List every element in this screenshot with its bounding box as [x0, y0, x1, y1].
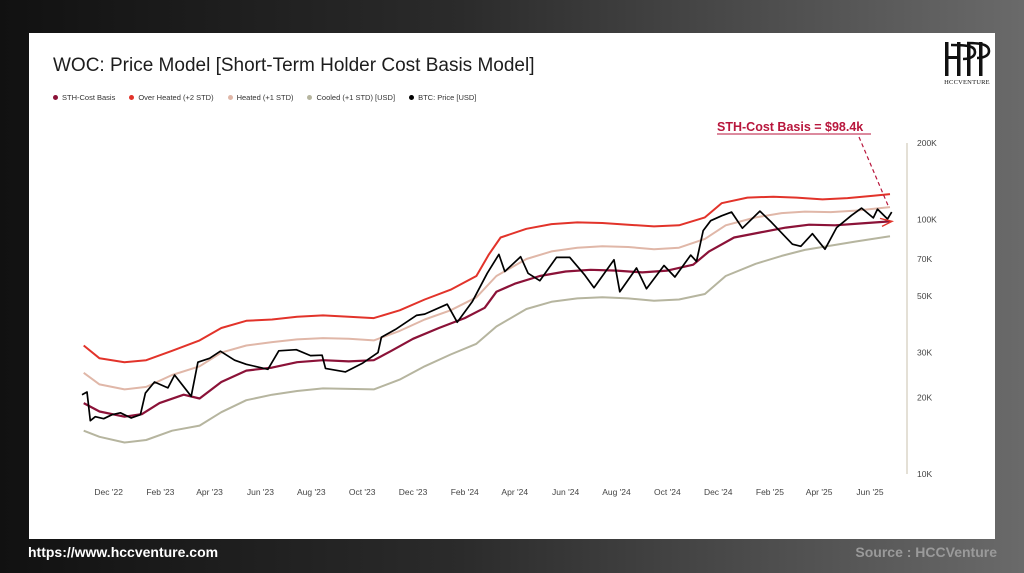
x-tick-label: Aug '24	[602, 487, 631, 497]
x-tick-label: Feb '23	[146, 487, 174, 497]
x-tick-label: Dec '23	[399, 487, 428, 497]
x-tick-label: Feb '25	[756, 487, 784, 497]
x-tick-label: Jun '24	[552, 487, 579, 497]
annotation-leader	[858, 136, 889, 206]
y-tick-label: 30K	[917, 348, 932, 358]
x-tick-label: Dec '22	[94, 487, 123, 497]
legend-label: BTC: Price [USD]	[418, 93, 477, 102]
logo-monogram-icon	[945, 41, 991, 76]
x-tick-label: Jun '23	[247, 487, 274, 497]
legend-dot-icon	[307, 95, 313, 100]
x-tick-label: Apr '24	[501, 487, 528, 497]
legend-item[interactable]: STH-Cost Basis	[53, 93, 115, 102]
legend-item[interactable]: Cooled (+1 STD) [USD]	[307, 93, 395, 102]
chart-legend: STH-Cost Basis Over Heated (+2 STD) Heated…	[53, 93, 476, 102]
chart-plot: 10K 20K 30K 50K 70K 100K 200K Dec '22 Feb '23 Apr…	[81, 120, 937, 497]
x-tick-label: Apr '23	[196, 487, 223, 497]
x-tick-label: Jun '25	[856, 487, 883, 497]
y-tick-label: 100K	[917, 215, 937, 225]
series-line-3	[83, 235, 891, 444]
logo-text: HCCVENTURE	[944, 79, 990, 86]
legend-label: Heated (+1 STD)	[236, 93, 294, 102]
y-tick-label: 50K	[917, 291, 932, 301]
series-line-2	[83, 206, 891, 391]
x-tick-label: Oct '23	[349, 487, 376, 497]
y-tick-label: 10K	[917, 469, 932, 479]
x-tick-label: Dec '24	[704, 487, 733, 497]
series-line-1	[83, 193, 891, 364]
x-tick-label: Oct '24	[654, 487, 681, 497]
legend-dot-icon	[129, 95, 135, 100]
legend-dot-icon	[53, 95, 58, 100]
legend-label: STH-Cost Basis	[62, 93, 116, 102]
annotation-label: STH-Cost Basis = $98.4k	[717, 120, 863, 134]
x-tick-label: Feb '24	[451, 487, 479, 497]
x-tick-label: Apr '25	[806, 487, 833, 497]
series-line-4	[81, 207, 893, 422]
legend-dot-icon	[409, 95, 415, 100]
x-tick-label: Aug '23	[297, 487, 326, 497]
legend-item[interactable]: Over Heated (+2 STD)	[129, 93, 214, 102]
chart-card: 10K 20K 30K 50K 70K 100K 200K Dec '22 Feb '23 Apr…	[29, 33, 995, 539]
legend-item[interactable]: Heated (+1 STD)	[227, 93, 294, 102]
series-line-0	[83, 220, 891, 418]
y-tick-label: 70K	[917, 254, 932, 264]
legend-dot-icon	[227, 95, 233, 100]
legend-label: Cooled (+1 STD) [USD]	[316, 93, 396, 102]
footer-website-link[interactable]: https://www.hccventure.com	[28, 544, 219, 560]
annotation-arrow-icon	[879, 217, 895, 227]
legend-item[interactable]: BTC: Price [USD]	[409, 93, 476, 102]
y-tick-label: 20K	[917, 392, 932, 402]
y-tick-label: 200K	[917, 138, 937, 148]
chart-title: WOC: Price Model [Short-Term Holder Cost…	[53, 55, 535, 76]
legend-label: Over Heated (+2 STD)	[138, 93, 214, 102]
hccventure-logo: HCCVENTURE	[939, 39, 995, 91]
footer-source: Source : HCCVenture	[855, 544, 997, 560]
